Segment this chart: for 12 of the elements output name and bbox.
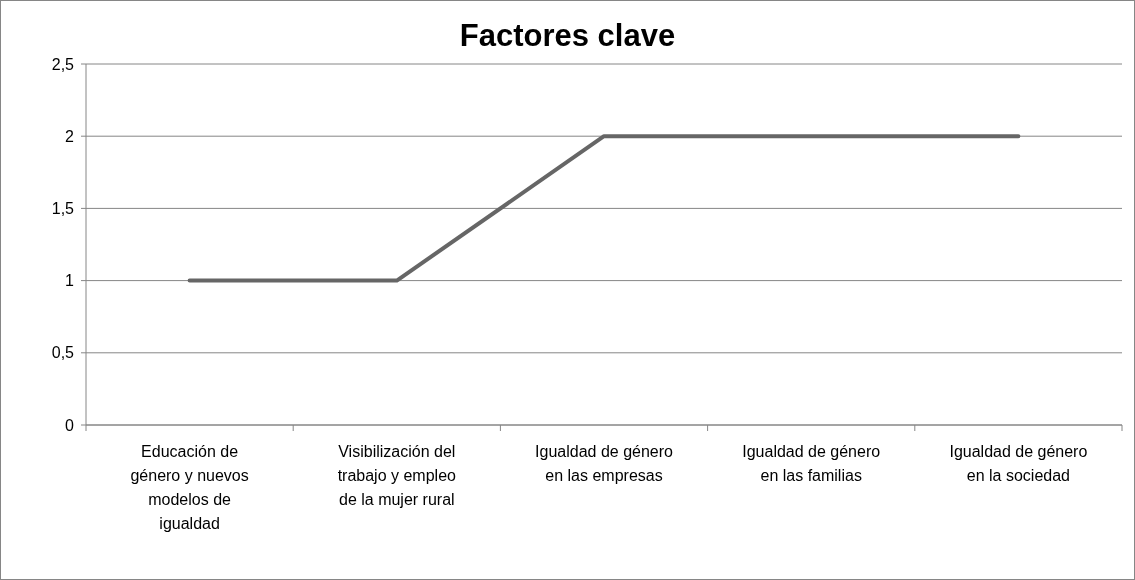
y-tick-label: 0 xyxy=(65,416,75,434)
x-tick-label: Visibilización del trabajo y empleo de la mujer rural xyxy=(337,443,457,508)
x-tick-label: Igualdad de género en las empresas xyxy=(535,443,674,484)
y-tick-label: 0,5 xyxy=(51,344,75,362)
y-tick-label: 2 xyxy=(65,127,75,145)
x-tick-label: Educación de género y nuevos modelos de igualdad xyxy=(130,443,249,532)
x-tick-label: Igualdad de género en las familias xyxy=(742,443,881,484)
y-tick-label: 1 xyxy=(65,272,75,290)
chart-title: Factores clave xyxy=(459,18,676,53)
y-tick-label: 2,5 xyxy=(51,55,75,73)
y-tick-label: 1,5 xyxy=(51,200,75,217)
x-tick-label: Igualdad de género en la sociedad xyxy=(949,443,1088,484)
